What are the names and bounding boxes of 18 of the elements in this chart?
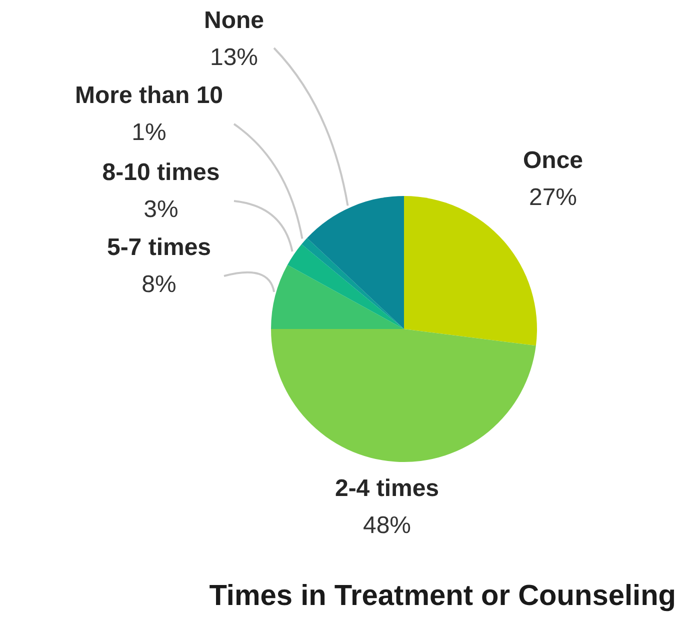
data-label: 48%	[362, 512, 412, 539]
slice-label: None	[204, 7, 264, 34]
slice-label: 2-4 times	[334, 475, 440, 502]
text: Times in Treatment or Counseling	[208, 580, 676, 613]
slice-label: More than 10	[74, 82, 224, 109]
pie-slice	[271, 329, 536, 462]
data-label: 3%	[144, 196, 178, 223]
pie-slice	[271, 264, 404, 329]
data-label: 8%	[142, 271, 176, 298]
pie-slice	[287, 244, 404, 329]
pie-slice	[307, 196, 404, 329]
slice-label: 8-10 times	[102, 159, 220, 186]
slice-label: Once	[522, 147, 584, 174]
data-label: 27%	[528, 184, 578, 211]
data-label: 13%	[210, 44, 258, 71]
slice-label: 5-7 times	[106, 234, 212, 261]
data-label: 1%	[132, 119, 166, 146]
pie-slice	[302, 238, 404, 329]
